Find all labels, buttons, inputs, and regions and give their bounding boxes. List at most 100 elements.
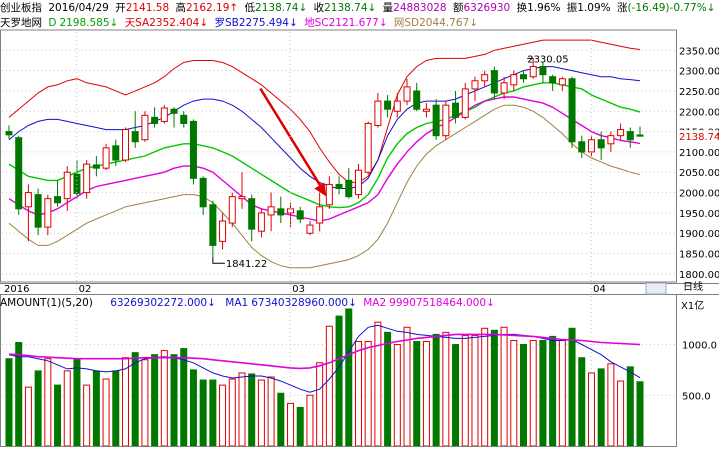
last-price-box (677, 130, 717, 143)
candle-body (461, 88, 469, 118)
close-field: 收2138.74↓ (313, 2, 377, 14)
candle (277, 196, 285, 224)
candle-body (442, 104, 450, 137)
day-line-button[interactable]: 日线 (683, 282, 703, 293)
candle (500, 76, 508, 100)
candle (5, 125, 13, 139)
candle-body (316, 206, 324, 224)
amount-indicator-name: AMOUNT(1)(5,20) (0, 297, 93, 309)
price-tick-label: 2350.00 (679, 46, 719, 57)
amount-bar (471, 334, 479, 447)
amount-bar (442, 331, 450, 447)
open-field: 开2141.58 (115, 2, 170, 14)
candle-body (452, 102, 460, 118)
date-tick-label: 02 (79, 284, 92, 295)
candle (296, 206, 304, 224)
candle-body (529, 66, 537, 78)
amount-bar (277, 392, 285, 447)
candle (461, 82, 469, 120)
candle-body (34, 194, 42, 228)
amount-bar (63, 370, 71, 447)
candle (180, 111, 188, 128)
candle-body (490, 70, 498, 94)
amount-bar (141, 359, 149, 447)
candle-body (15, 137, 23, 210)
amount-bar (325, 325, 333, 447)
candle (374, 92, 382, 128)
candle-body (24, 192, 32, 208)
candle-body (248, 198, 256, 230)
price-tick-label: 2250.00 (679, 87, 719, 98)
price-tick-label: 1950.00 (679, 209, 719, 220)
candle (219, 212, 227, 250)
candle-body (549, 76, 557, 84)
date-tick-label: 04 (593, 284, 606, 295)
candle (384, 95, 392, 118)
candle-body (481, 74, 489, 82)
indicator-name: 天罗地网 (0, 17, 42, 29)
candle (626, 127, 634, 148)
candle (316, 192, 324, 232)
amount-bar (432, 333, 440, 447)
main-frame (0, 29, 677, 283)
candle-body (374, 100, 382, 126)
amount-bar (92, 370, 100, 447)
amount-bar (549, 335, 557, 447)
candle-body (102, 147, 110, 169)
amount-bar (529, 339, 537, 447)
candle (92, 155, 100, 177)
amount-bar (102, 378, 110, 447)
candle-body (5, 131, 13, 136)
candle-body (432, 104, 440, 137)
candle-body (267, 206, 275, 216)
amount-bar (587, 372, 595, 447)
amount-bar (180, 348, 188, 447)
amount-bar (345, 308, 353, 447)
candle-body (539, 66, 547, 76)
candle-body (422, 108, 430, 112)
arrow-shaft (259, 87, 325, 192)
candle (636, 126, 644, 137)
candle (63, 166, 71, 211)
candle (131, 111, 139, 148)
amplitude-field: 振1.09% (566, 2, 611, 14)
candle (529, 58, 537, 79)
candle-body (141, 114, 149, 141)
amount-tick-label: 1000.0 (682, 341, 717, 352)
quote-header: 创业板指 2016/04/29 开2141.58 高2162.19↑ 低2138… (0, 1, 718, 15)
candle (199, 176, 207, 215)
candle-body (335, 183, 343, 190)
candle (170, 107, 178, 128)
amount-bar (121, 357, 129, 447)
candle-body (238, 196, 246, 200)
amount-bar (403, 326, 411, 447)
candle-body (121, 129, 129, 161)
candle-body (44, 198, 52, 228)
candle-body (325, 183, 333, 206)
candle-body (73, 173, 81, 194)
amount-field: 额6326930 (452, 2, 511, 14)
amount-bar (393, 344, 401, 447)
amount-bar (306, 394, 314, 447)
date-tick-label: 03 (292, 284, 305, 295)
candle (121, 127, 129, 163)
candle (539, 62, 547, 83)
candle-body (403, 86, 411, 102)
amount-bar (374, 321, 382, 447)
amount-bar (558, 339, 566, 447)
annotations: 1841.22 2330.05 (212, 54, 569, 270)
indicator-sb: 罗SB2275.494↓ (214, 17, 298, 29)
candle (209, 200, 217, 258)
candle-body (219, 220, 227, 242)
amount-bar (490, 329, 498, 447)
amount-bar (34, 370, 42, 447)
candle-body (345, 179, 353, 198)
indicator-sa: 天SA2352.404↓ (124, 17, 209, 29)
price-tick-label: 1800.00 (679, 270, 719, 281)
amount-bar (597, 368, 605, 447)
amount-bar (228, 378, 236, 447)
band-line-sa (8, 39, 641, 183)
candle-body (209, 204, 217, 246)
amount-bar (539, 339, 547, 447)
candle-body (393, 100, 401, 112)
